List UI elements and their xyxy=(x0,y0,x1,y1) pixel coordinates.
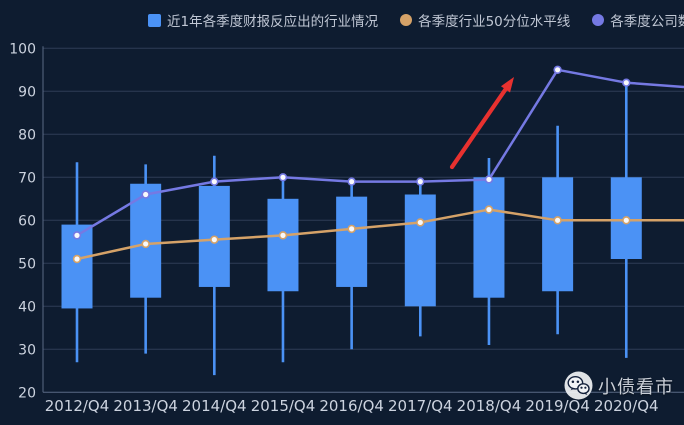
data-point xyxy=(416,177,425,186)
y-axis-tick-label: 80 xyxy=(18,127,36,143)
x-axis-tick-label: 2018/Q4 xyxy=(457,397,522,415)
company-value-line xyxy=(76,68,684,237)
legend-item-50th-percentile-line[interactable]: 各季度行业50分位水平线 xyxy=(400,10,570,30)
y-axis-tick-label: 60 xyxy=(18,213,36,229)
watermark: 小债看市 xyxy=(564,371,674,400)
data-point xyxy=(416,218,425,227)
candle-box xyxy=(267,198,299,292)
data-point xyxy=(484,205,494,214)
data-point xyxy=(278,173,288,182)
data-point xyxy=(72,231,82,240)
candle-box xyxy=(404,194,436,307)
candle-box xyxy=(336,196,368,287)
y-axis-tick-label: 90 xyxy=(18,84,36,100)
legend-label-company-value: 各季度公司数值 xyxy=(610,14,684,30)
x-axis-tick-label: 2012/Q4 xyxy=(45,397,110,415)
legend-item-industry-boxplot[interactable]: 近1年各季度财报反应出的行业情况 xyxy=(148,10,378,30)
data-point xyxy=(347,177,356,186)
x-axis-tick-label: 2020/Q4 xyxy=(594,397,659,415)
candle-box xyxy=(542,177,574,292)
x-axis-tick-label: 2019/Q4 xyxy=(525,397,590,415)
annotation-arrow-shaft xyxy=(449,84,510,170)
data-point xyxy=(553,65,562,75)
legend-label-50th-percentile: 各季度行业50分位水平线 xyxy=(418,14,571,30)
data-point xyxy=(72,254,82,264)
candle-box xyxy=(473,177,505,298)
legend-label-industry-boxplot: 近1年各季度财报反应出的行业情况 xyxy=(167,14,379,30)
annotation-arrow-head-icon xyxy=(500,77,514,93)
percentile-line xyxy=(76,208,684,261)
watermark-text: 小债看市 xyxy=(598,376,674,398)
data-point xyxy=(210,235,219,244)
y-axis-tick-label: 70 xyxy=(18,170,36,186)
data-point xyxy=(278,231,288,240)
x-axis-tick-label: 2015/Q4 xyxy=(251,397,316,415)
data-point xyxy=(210,177,219,186)
legend-item-company-value-line[interactable]: 各季度公司数值 xyxy=(592,10,684,30)
y-axis-tick-label: 20 xyxy=(18,385,36,401)
x-axis-tick-label: 2014/Q4 xyxy=(182,397,247,415)
chart-legend: 近1年各季度财报反应出的行业情况 各季度行业50分位水平线 各季度公司数值 xyxy=(148,8,684,32)
percentile-line-marker-icon xyxy=(400,14,413,26)
y-axis-tick-label: 100 xyxy=(9,41,36,57)
data-point xyxy=(484,175,494,184)
company-line-marker-icon xyxy=(592,14,605,26)
x-axis-tick-label: 2017/Q4 xyxy=(388,397,453,415)
data-point xyxy=(141,239,150,249)
data-point xyxy=(347,224,356,234)
data-point xyxy=(622,216,631,225)
y-axis-tick-label: 40 xyxy=(18,299,36,315)
candlestick-series-marker-icon xyxy=(148,13,161,27)
data-point xyxy=(553,216,562,225)
wechat-icon xyxy=(564,371,593,400)
data-point xyxy=(622,78,631,87)
y-axis-tick-label: 30 xyxy=(18,342,36,358)
x-axis-tick-label: 2013/Q4 xyxy=(113,397,178,415)
y-axis-tick-label: 50 xyxy=(18,256,36,272)
x-axis-tick-label: 2016/Q4 xyxy=(319,397,384,415)
data-point xyxy=(141,190,150,199)
